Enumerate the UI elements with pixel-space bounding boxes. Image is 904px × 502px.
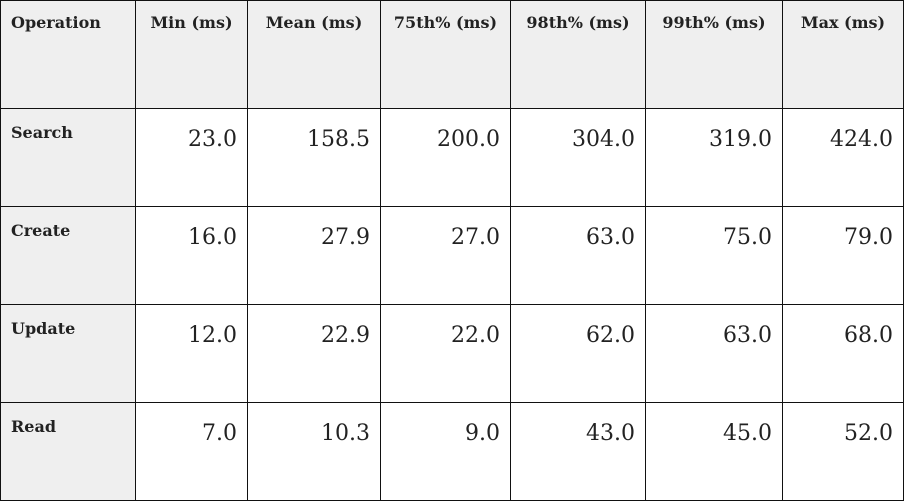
- header-cell: Min (ms): [135, 0, 248, 109]
- value-cell: 63.0: [645, 304, 783, 403]
- value-cell: 22.9: [247, 304, 381, 403]
- row-label: Read: [0, 402, 136, 501]
- value-cell: 200.0: [380, 108, 511, 207]
- table-row: Read 7.0 10.3 9.0 43.0 45.0 52.0: [0, 402, 904, 501]
- value-cell: 158.5: [247, 108, 381, 207]
- table-row: Create 16.0 27.9 27.0 63.0 75.0 79.0: [0, 206, 904, 305]
- value-cell: 319.0: [645, 108, 783, 207]
- value-cell: 22.0: [380, 304, 511, 403]
- value-cell: 9.0: [380, 402, 511, 501]
- value-cell: 62.0: [510, 304, 646, 403]
- header-cell: 75th% (ms): [380, 0, 511, 109]
- value-cell: 68.0: [782, 304, 904, 403]
- value-cell: 45.0: [645, 402, 783, 501]
- header-cell: 99th% (ms): [645, 0, 783, 109]
- value-cell: 52.0: [782, 402, 904, 501]
- value-cell: 23.0: [135, 108, 248, 207]
- value-cell: 10.3: [247, 402, 381, 501]
- value-cell: 75.0: [645, 206, 783, 305]
- table-row: Search 23.0 158.5 200.0 304.0 319.0 424.0: [0, 108, 904, 207]
- value-cell: 7.0: [135, 402, 248, 501]
- header-cell: Mean (ms): [247, 0, 381, 109]
- value-cell: 27.9: [247, 206, 381, 305]
- table-body: Search 23.0 158.5 200.0 304.0 319.0 424.0 Creat…: [0, 108, 904, 501]
- value-cell: 12.0: [135, 304, 248, 403]
- table-row: Update 12.0 22.9 22.0 62.0 63.0 68.0: [0, 304, 904, 403]
- value-cell: 79.0: [782, 206, 904, 305]
- header-cell: Operation: [0, 0, 136, 109]
- row-label: Update: [0, 304, 136, 403]
- header-cell: 98th% (ms): [510, 0, 646, 109]
- value-cell: 424.0: [782, 108, 904, 207]
- value-cell: 16.0: [135, 206, 248, 305]
- header-cell: Max (ms): [782, 0, 904, 109]
- value-cell: 43.0: [510, 402, 646, 501]
- row-label: Create: [0, 206, 136, 305]
- value-cell: 27.0: [380, 206, 511, 305]
- value-cell: 63.0: [510, 206, 646, 305]
- header-row: Operation Min (ms) Mean (ms) 75th% (ms) 98th…: [0, 0, 904, 109]
- value-cell: 304.0: [510, 108, 646, 207]
- row-label: Search: [0, 108, 136, 207]
